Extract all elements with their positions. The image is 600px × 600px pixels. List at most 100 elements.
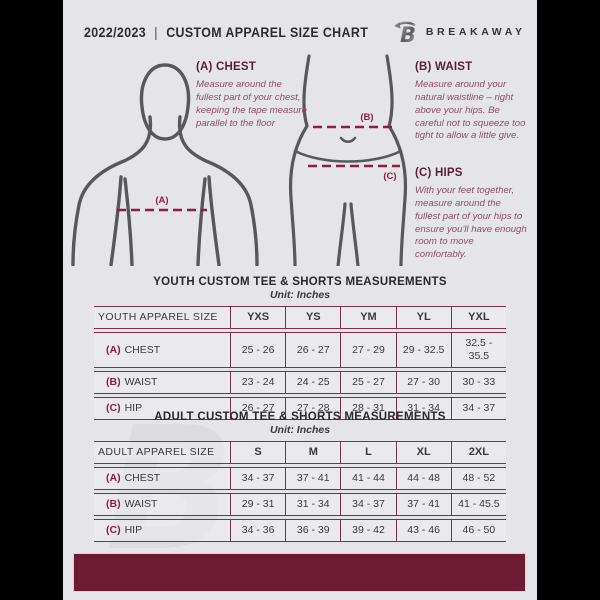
row-label-text: CHEST (124, 343, 161, 356)
hips-guide-description: With your feet together, measure around … (415, 185, 527, 261)
size-cell: 29 - 31 (230, 493, 286, 516)
page-title: 2022/2023 | CUSTOM APPAREL SIZE CHART (84, 25, 368, 40)
youth-waist-row: (B) WAIST 23 - 24 24 - 25 25 - 27 27 - 30… (94, 371, 506, 394)
youth-table-title: YOUTH CUSTOM TEE & SHORTS MEASUREMENTS (153, 276, 447, 288)
size-cell: 39 - 42 (340, 519, 396, 542)
row-label-text: HIP (124, 402, 143, 414)
youth-section: YOUTH CUSTOM TEE & SHORTS MEASUREMENTS U… (63, 276, 537, 423)
footer-accent-bar (73, 553, 526, 592)
adult-hip-row: (C) HIP 34 - 36 36 - 39 39 - 42 43 - 46 4… (94, 519, 506, 542)
col-header-xl: XL (395, 441, 451, 464)
row-prefix: (B) (106, 376, 121, 388)
adult-chest-row: (A) CHEST 34 - 37 37 - 41 41 - 44 44 - 48… (94, 467, 506, 490)
title-divider: | (154, 24, 158, 40)
row-label-hip: (C) HIP (94, 519, 230, 542)
brand-lockup: B BREAKAWAY (393, 19, 526, 45)
left-arm-outline (71, 115, 153, 266)
youth-header-row: YOUTH APPAREL SIZE YXS YS YM YL YXL (94, 306, 506, 329)
chest-guide-description: Measure around the fullest part of your … (196, 79, 307, 129)
col-header-l: L (340, 441, 396, 464)
hips-guide-heading: (C) HIPS (415, 167, 463, 179)
size-cell: 27 - 29 (340, 332, 396, 368)
page-header: 2022/2023 | CUSTOM APPAREL SIZE CHART B … (84, 19, 525, 45)
brand-name: BREAKAWAY (425, 26, 526, 38)
row-prefix: (C) (106, 524, 121, 536)
size-cell: 43 - 46 (395, 519, 451, 542)
adult-table-title: ADULT CUSTOM TEE & SHORTS MEASUREMENTS (154, 411, 446, 423)
head-outline (139, 63, 191, 141)
right-arm-outline (177, 115, 259, 266)
left-hip-leg-outline (288, 54, 311, 266)
size-cell: 25 - 26 (230, 332, 286, 368)
size-cell: 25 - 27 (340, 371, 396, 394)
hips-marker-label: (C) (383, 171, 396, 182)
size-cell: 30 - 33 (450, 371, 506, 394)
col-header-yl: YL (395, 306, 451, 329)
size-cell: 34 - 37 (340, 493, 396, 516)
hip-crease-line (293, 149, 403, 163)
breakaway-b-watermark: B (105, 391, 235, 589)
row-label-text: WAIST (124, 376, 158, 388)
waist-marker-label: (B) (360, 112, 373, 123)
chest-marker-label: (A) (155, 195, 168, 206)
row-prefix: (C) (106, 402, 121, 414)
col-header-m: M (285, 441, 341, 464)
torso-figure: (A) (71, 63, 259, 266)
size-cell: 31 - 34 (285, 493, 341, 516)
size-cell: 34 - 37 (450, 397, 506, 420)
row-label-text: CHEST (124, 472, 161, 484)
row-prefix: (A) (106, 472, 121, 484)
adult-size-table: ADULT APPAREL SIZE S M L XL 2XL (A) CHEST… (94, 438, 506, 545)
size-cell: 24 - 25 (285, 371, 341, 394)
right-inner-leg-line (349, 202, 360, 266)
left-inner-leg-line (336, 202, 347, 266)
col-header-yxs: YXS (230, 306, 286, 329)
size-cell: 41 - 45.5 (450, 493, 506, 516)
size-cell: 41 - 44 (340, 467, 396, 490)
size-cell: 48 - 52 (450, 467, 506, 490)
logo-arrow-head (394, 22, 401, 29)
adult-size-column-header: ADULT APPAREL SIZE (94, 441, 230, 464)
col-header-2xl: 2XL (450, 441, 506, 464)
col-header-s: S (230, 441, 286, 464)
size-cell: 28 - 31 (340, 397, 396, 420)
logo-b-letter: B (400, 23, 416, 45)
size-cell: 46 - 50 (450, 519, 506, 542)
size-cell: 34 - 37 (230, 467, 286, 490)
row-label-hip: (C) HIP (94, 397, 230, 420)
breakaway-b-logo-icon: B (394, 21, 416, 45)
waist-guide-heading: (B) WAIST (415, 61, 473, 73)
chest-guide-heading: (A) CHEST (196, 61, 256, 73)
size-cell: 34 - 36 (230, 519, 286, 542)
lower-body-figure: (B) (C) (288, 54, 408, 266)
size-cell: 31 - 34 (395, 397, 451, 420)
row-label-chest: (A) CHEST (94, 332, 230, 368)
row-prefix: (B) (106, 498, 121, 510)
size-cell: 37 - 41 (395, 493, 451, 516)
left-inner-arm-line (109, 175, 123, 266)
size-cell: 27 - 30 (395, 371, 451, 394)
size-cell: 44 - 48 (395, 467, 451, 490)
right-hip-leg-outline (385, 54, 408, 266)
youth-table-unit: Unit: Inches (269, 289, 331, 301)
adult-section: ADULT CUSTOM TEE & SHORTS MEASUREMENTS U… (63, 411, 537, 545)
hips-guide: (C) HIPS With your feet together, measur… (415, 167, 527, 262)
row-prefix: (A) (106, 343, 121, 356)
navel-mark (339, 136, 357, 144)
youth-chest-row: (A) CHEST 25 - 26 26 - 27 27 - 29 29 - 32… (94, 332, 506, 368)
col-header-ys: YS (285, 306, 341, 329)
youth-hip-row: (C) HIP 26 - 27 27 - 28 28 - 31 31 - 34 3… (94, 397, 506, 420)
right-torso-line (196, 177, 207, 266)
row-label-waist: (B) WAIST (94, 493, 230, 516)
col-header-ym: YM (340, 306, 396, 329)
size-cell: 36 - 39 (285, 519, 341, 542)
size-cell: 26 - 27 (230, 397, 286, 420)
size-cell: 26 - 27 (285, 332, 341, 368)
size-cell: 27 - 28 (285, 397, 341, 420)
col-header-yxl: YXL (450, 306, 506, 329)
adult-header-row: ADULT APPAREL SIZE S M L XL 2XL (94, 441, 506, 464)
size-cell: 32.5 - 35.5 (450, 332, 506, 368)
chart-title: CUSTOM APPAREL SIZE CHART (166, 24, 369, 40)
row-label-text: HIP (124, 524, 143, 536)
adult-table-unit: Unit: Inches (269, 424, 331, 436)
